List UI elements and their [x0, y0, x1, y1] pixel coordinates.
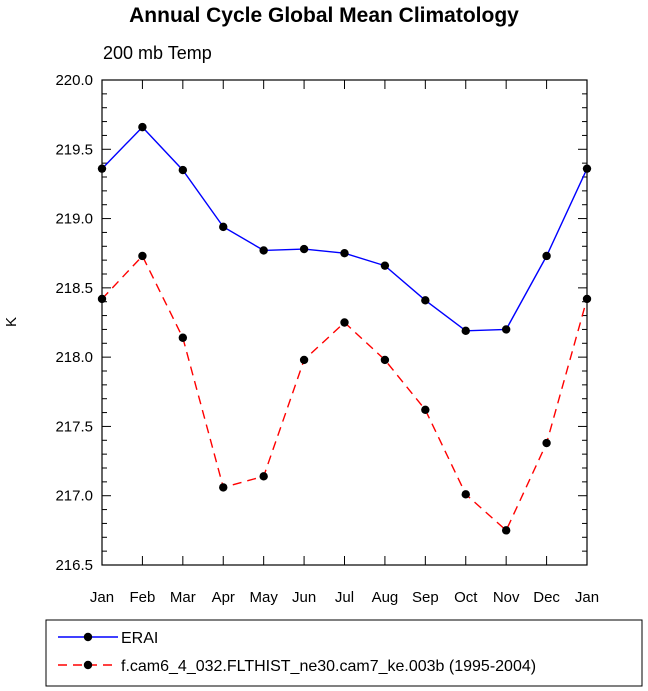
y-axis-label: K [3, 317, 20, 327]
series-1-point [501, 325, 511, 334]
series-1-point [178, 165, 188, 175]
series-points [97, 122, 592, 535]
series-1-point [340, 249, 349, 258]
series-2-point [299, 355, 309, 365]
legend: ERAI f.cam6_4_032.FLTHIST_ne30.cam7_ke.00… [45, 619, 643, 687]
series-2-point [138, 251, 147, 261]
series-2-point [380, 355, 390, 365]
legend-marker-2 [83, 660, 93, 670]
series-1-point [461, 326, 470, 336]
x-tick-label: Aug [372, 589, 399, 606]
legend-marker-1 [83, 632, 93, 642]
x-tick-label: Oct [454, 589, 478, 606]
x-tick-label: Jan [90, 589, 114, 606]
x-tick-label: Mar [170, 589, 196, 606]
plot-frame [101, 79, 588, 566]
series-1-point [138, 122, 147, 132]
y-tick-label: 219.5 [55, 141, 93, 158]
series-2-point [542, 438, 551, 448]
series-2-point [421, 405, 430, 414]
series-line-1 [101, 126, 588, 332]
series-2-point [340, 318, 349, 327]
y-tick-label: 217.5 [55, 418, 93, 435]
y-tick-label: 220.0 [55, 72, 93, 89]
legend-label-1: ERAI [121, 630, 158, 647]
x-tick-label: Dec [533, 589, 560, 606]
x-tick-label: Feb [129, 589, 155, 606]
series-line-2 [101, 254, 588, 532]
series-2-point [178, 333, 188, 342]
series-1-point [542, 251, 551, 261]
series-2-point [259, 472, 268, 481]
series-2-point [219, 483, 228, 492]
y-tick-label: 216.5 [55, 557, 93, 574]
series-lines [101, 126, 588, 532]
series-1-point [219, 222, 228, 232]
legend-box [45, 619, 643, 687]
y-tick-label: 217.0 [55, 488, 93, 505]
y-tick-label: 218.5 [55, 280, 93, 297]
x-tick-label: May [249, 589, 278, 606]
series-2-point [461, 490, 470, 499]
chart-subtitle: 200 mb Temp [103, 43, 212, 63]
legend-label-2: f.cam6_4_032.FLTHIST_ne30.cam7_ke.003b (… [121, 658, 536, 675]
chart-title: Annual Cycle Global Mean Climatology [129, 4, 519, 27]
x-axis-tick-labels: Jan Feb Mar Apr May Jun Jul Aug Sep Oct Nov Dec Jan [90, 589, 599, 606]
y-axis-tick-labels: 216.5 217.0 217.5 218.0 218.5 219.0 219.5 220.0 [55, 72, 93, 574]
series-1-point [380, 261, 390, 270]
x-tick-label: Jun [292, 589, 316, 606]
y-tick-label: 218.0 [55, 349, 93, 366]
series-1-point [299, 244, 309, 254]
series-2-point [501, 526, 511, 535]
x-tick-label: Jul [335, 589, 354, 606]
series-1-point [421, 296, 430, 305]
x-tick-label: Jan [575, 589, 599, 606]
x-tick-label: Nov [493, 589, 520, 606]
series-1-point [259, 246, 268, 255]
x-tick-label: Apr [212, 589, 235, 606]
y-tick-label: 219.0 [55, 211, 93, 228]
x-tick-label: Sep [412, 589, 439, 606]
